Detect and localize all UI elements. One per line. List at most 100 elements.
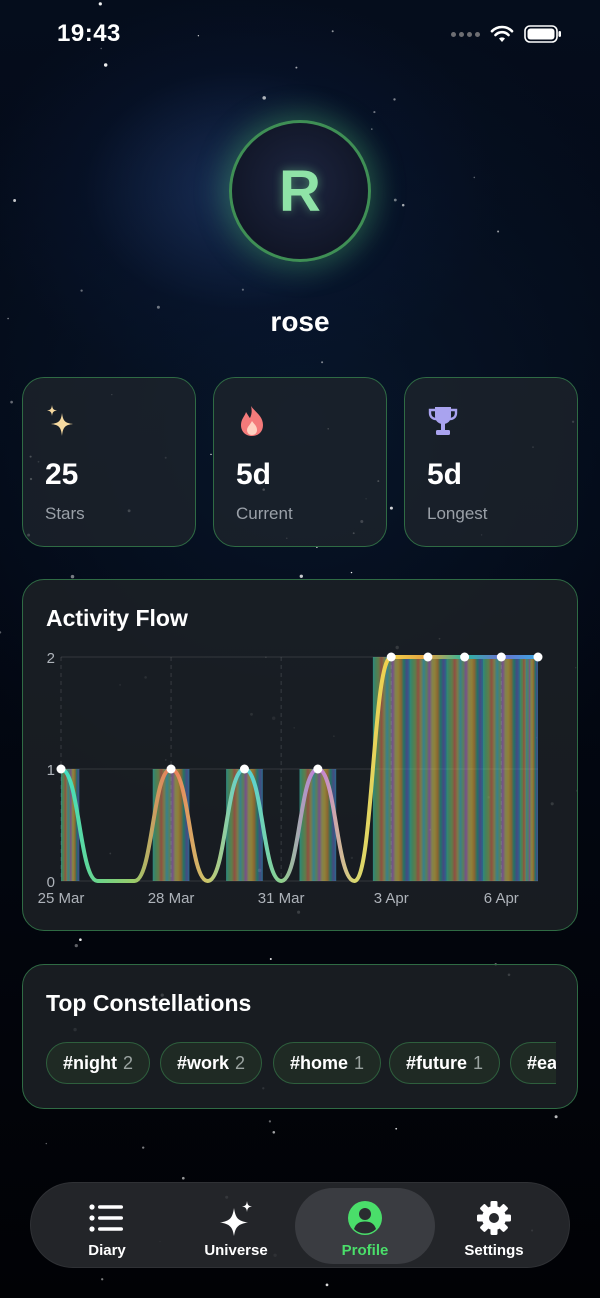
star: [272, 1131, 276, 1134]
star: [45, 1142, 47, 1145]
tab-diary[interactable]: Diary: [37, 1188, 177, 1264]
star: [0, 631, 2, 634]
star: [295, 66, 298, 69]
data-point: [239, 764, 249, 774]
sparkles-icon: [220, 1201, 252, 1236]
stat-value: 25: [45, 458, 79, 491]
star: [80, 289, 83, 292]
tag-chip[interactable]: #future 1: [389, 1042, 501, 1084]
stat-label: Current: [236, 504, 293, 523]
tag-list: #night 2 #work 2 #home 1 #future 1 #ea: [46, 1042, 556, 1090]
list-icon: [89, 1204, 123, 1232]
tag-name: #future: [406, 1052, 468, 1073]
status-icons: [451, 24, 562, 44]
data-point: [460, 652, 470, 662]
tag-chip[interactable]: #ea: [510, 1042, 556, 1084]
username: rose: [270, 306, 330, 337]
area-fill-bar: [446, 657, 483, 881]
stat-card-stars: 25 Stars: [22, 377, 196, 547]
top-constellations-card: Top Constellations #night 2 #work 2 #hom…: [22, 964, 578, 1109]
tag-chip[interactable]: #night 2: [46, 1042, 151, 1084]
tab-settings[interactable]: Settings: [424, 1188, 564, 1264]
y-tick-label: 2: [47, 650, 55, 667]
star: [299, 574, 303, 578]
star: [100, 47, 102, 50]
activity-chart: 0 1 2 25 Mar 28 Mar 31 Mar 3 Apr 6 Apr: [38, 650, 543, 907]
star: [401, 203, 405, 207]
star: [373, 111, 376, 114]
x-tick-label: 6 Apr: [484, 890, 519, 907]
data-point: [313, 764, 323, 774]
tab-label: Settings: [464, 1242, 524, 1259]
tag-count: 1: [354, 1052, 365, 1073]
data-point: [423, 652, 433, 662]
tag-name: #home: [290, 1052, 349, 1073]
data-point: [533, 652, 543, 662]
star: [395, 1127, 398, 1130]
tab-bar: Diary Universe Profile: [30, 1182, 570, 1268]
avatar-circle: R: [229, 120, 371, 262]
star: [70, 574, 75, 579]
star: [210, 453, 212, 456]
y-tick-label: 1: [47, 762, 55, 779]
tab-universe[interactable]: Universe: [166, 1188, 306, 1264]
area-fill-bar: [482, 657, 520, 881]
battery-icon: [524, 25, 561, 43]
gear-icon: [477, 1201, 511, 1235]
activity-flow-card: Activity Flow 0 1 2 25 Mar 28 Mar 31 Mar 3 Apr…: [22, 579, 578, 931]
status-bar: 19:43: [0, 0, 600, 70]
star: [156, 305, 160, 309]
tag-name: #ea: [527, 1052, 556, 1073]
star: [7, 317, 9, 320]
tag-chip[interactable]: #work 2: [160, 1042, 263, 1084]
avatar[interactable]: R: [229, 120, 371, 262]
tab-label: Diary: [88, 1242, 126, 1259]
top-constellations-title: Top Constellations: [46, 990, 252, 1016]
star: [142, 1146, 145, 1149]
star: [79, 938, 82, 942]
sparkles-icon: [47, 405, 73, 436]
star: [98, 2, 102, 6]
star: [197, 35, 200, 37]
star: [393, 198, 397, 202]
star: [268, 1120, 272, 1123]
star: [371, 128, 373, 130]
stat-label: Stars: [45, 504, 85, 523]
y-tick-label: 0: [47, 874, 55, 891]
stat-card-longest-streak: 5d Longest: [404, 377, 578, 547]
x-tick-label: 25 Mar: [38, 890, 85, 907]
trophy-icon: [428, 407, 458, 435]
star: [103, 63, 108, 67]
area-fill-bar: [299, 769, 337, 881]
stat-value: 5d: [427, 458, 463, 491]
star: [554, 1115, 558, 1119]
star: [331, 30, 334, 33]
star: [321, 361, 324, 364]
star: [393, 98, 396, 101]
activity-flow-title: Activity Flow: [46, 605, 188, 631]
cellular-signal-icon: [451, 31, 480, 37]
flame-icon: [241, 406, 263, 436]
stat-label: Longest: [427, 504, 488, 523]
star: [262, 96, 266, 100]
person-icon: [348, 1201, 382, 1235]
tag-name: #night: [63, 1052, 117, 1073]
star: [269, 957, 272, 961]
data-point: [386, 652, 396, 662]
area-fill-bar: [152, 769, 190, 881]
data-point: [496, 652, 506, 662]
tab-profile[interactable]: Profile: [295, 1188, 435, 1264]
tag-count: 1: [473, 1052, 484, 1073]
star: [389, 506, 393, 510]
wifi-icon: [490, 25, 514, 42]
star: [74, 943, 78, 948]
stat-value: 5d: [236, 458, 272, 491]
star: [101, 1278, 104, 1281]
star: [289, 324, 292, 327]
star: [241, 288, 244, 291]
avatar-initial: R: [279, 158, 321, 224]
tag-chip[interactable]: #home 1: [273, 1042, 382, 1084]
x-tick-label: 31 Mar: [258, 890, 305, 907]
status-time: 19:43: [57, 20, 121, 47]
star: [350, 571, 353, 574]
